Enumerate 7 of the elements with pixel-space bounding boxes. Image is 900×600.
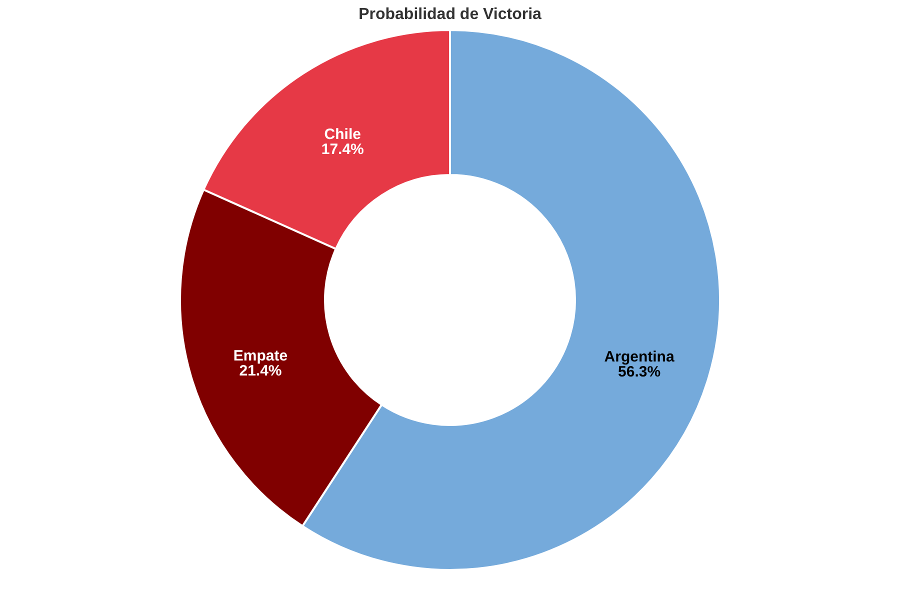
slice-label: Empate (233, 348, 288, 365)
data-label: 21.4% (239, 362, 282, 380)
chart-title: Probabilidad de Victoria (358, 6, 542, 23)
slice-label: Argentina (604, 348, 675, 366)
data-label: 17.4% (321, 141, 364, 158)
slice-label: Chile (324, 126, 361, 144)
data-label: 56.3% (618, 363, 661, 380)
